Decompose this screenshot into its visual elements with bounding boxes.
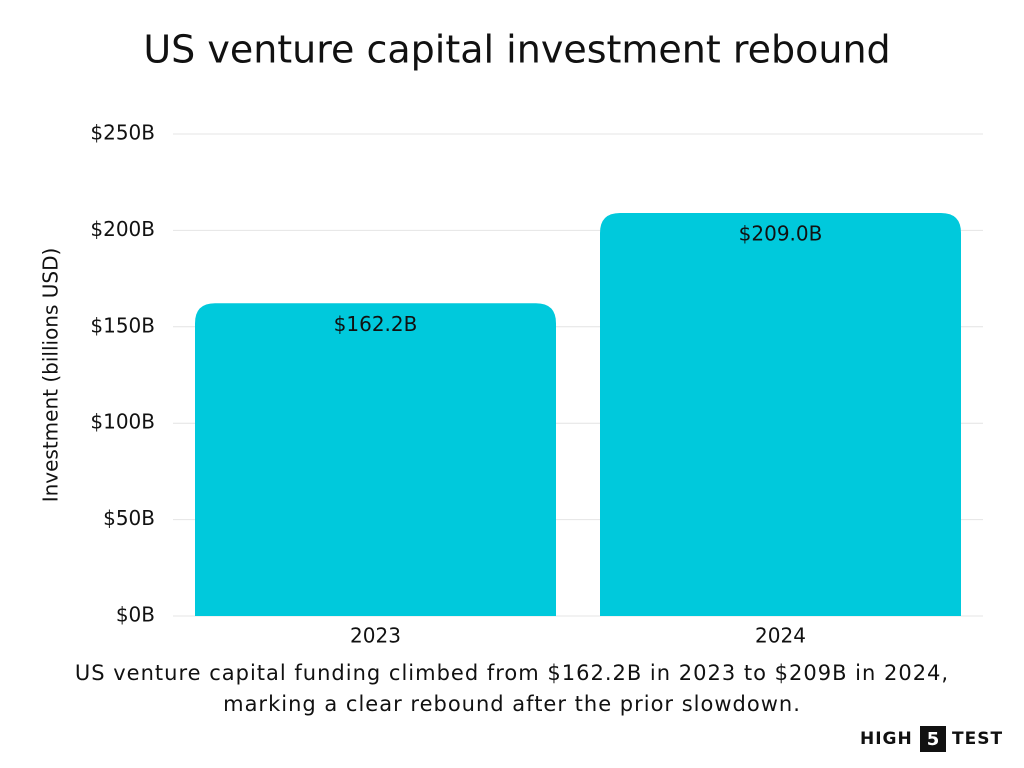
logo-box: [920, 726, 946, 752]
caption: US venture capital funding climbed from …: [74, 661, 950, 716]
y-tick-label: $150B: [90, 313, 155, 337]
y-tick-label: $0B: [116, 603, 155, 627]
value-label: $162.2B: [334, 312, 418, 336]
x-tick-label: 2024: [755, 624, 806, 648]
bar: [195, 303, 556, 616]
x-tick-label: 2023: [350, 624, 401, 648]
y-axis-title: Investment (billions USD): [39, 248, 63, 503]
value-label: $209.0B: [739, 222, 823, 246]
y-tick-label: $200B: [90, 217, 155, 241]
logo-left: HIGH: [860, 729, 913, 749]
chart-title: US venture capital investment rebound: [143, 28, 890, 72]
y-tick-label: $100B: [90, 410, 155, 434]
y-tick-label: $250B: [90, 121, 155, 145]
bar: [600, 213, 961, 616]
y-tick-label: $50B: [103, 506, 155, 530]
logo-mid: 5: [927, 729, 940, 750]
logo-right: TEST: [952, 729, 1003, 749]
